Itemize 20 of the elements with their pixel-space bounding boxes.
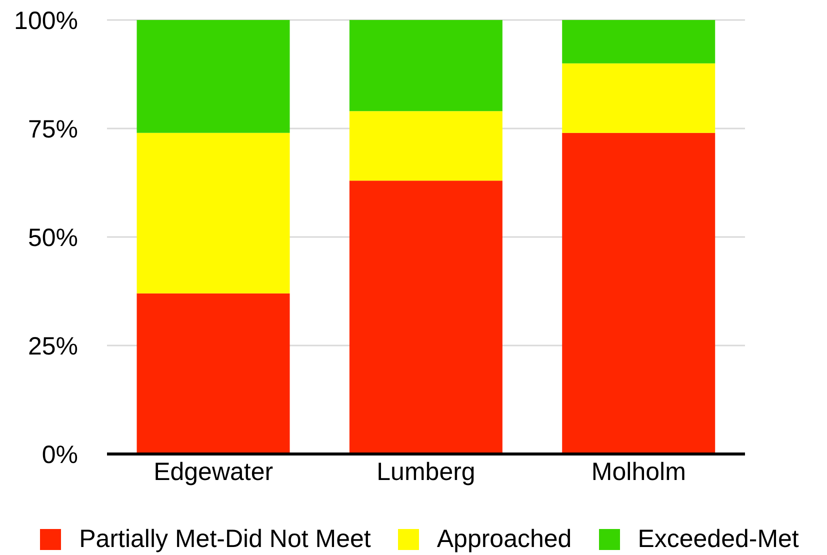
bar (136, 293, 290, 454)
x-tick-label: Lumberg (376, 458, 476, 486)
bar (349, 111, 502, 181)
y-tick-label: 50% (28, 224, 78, 252)
bar (349, 180, 502, 454)
bar (136, 132, 290, 294)
bar (562, 63, 716, 133)
y-tick-label: 25% (28, 332, 78, 360)
y-tick-label: 100% (14, 6, 78, 35)
bar (562, 132, 716, 454)
legend-label: Approached (436, 524, 572, 554)
bar (562, 20, 716, 64)
x-tick-label: Molholm (591, 458, 686, 486)
y-tick-label: 0% (42, 440, 78, 469)
legend-label: Partially Met-Did Not Meet (79, 524, 371, 554)
legend-label: Exceeded-Met (638, 524, 799, 554)
bar (349, 20, 502, 112)
y-tick-label: 75% (28, 115, 78, 144)
bar (136, 20, 290, 133)
x-tick-label: Edgewater (154, 458, 274, 486)
